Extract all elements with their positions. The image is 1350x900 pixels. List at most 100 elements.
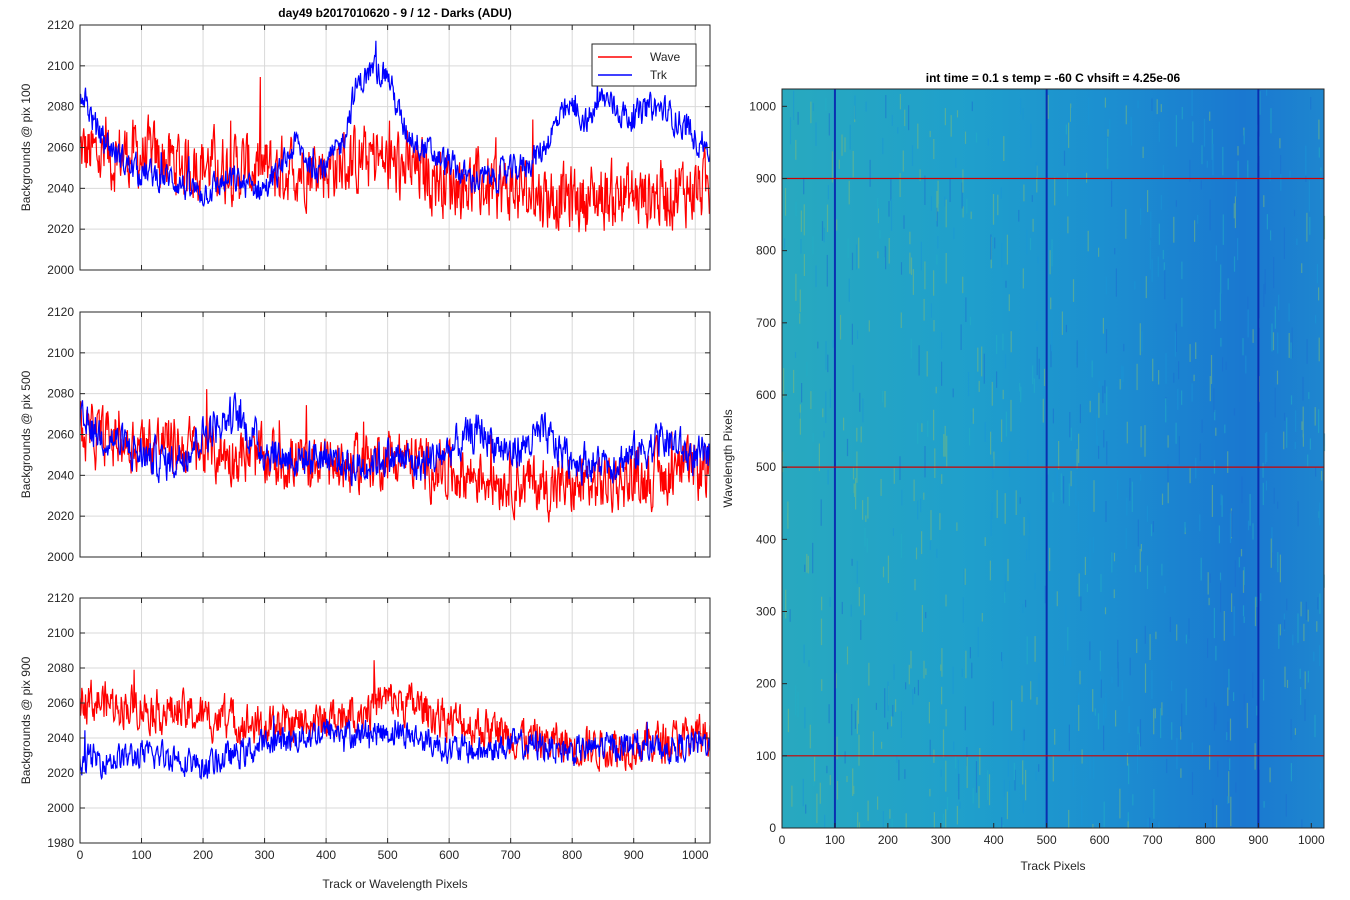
- heatmap-streak: [1103, 704, 1105, 735]
- heatmap-streak: [945, 809, 947, 828]
- heatmap-streak: [1195, 342, 1197, 359]
- heatmap-streak: [1252, 329, 1254, 343]
- heatmap-streak: [822, 408, 824, 418]
- heatmap-streak: [829, 388, 831, 408]
- heatmap-streak: [961, 668, 963, 677]
- heatmap-streak: [1227, 721, 1229, 742]
- heatmap-streak: [1280, 174, 1282, 191]
- x-tick-label: 0: [77, 848, 84, 862]
- heatmap-streak: [802, 778, 804, 807]
- heatmap-streak: [1023, 184, 1025, 202]
- y-axis-label: Backgrounds @ pix 500: [19, 370, 33, 498]
- heatmap-streak: [1097, 713, 1100, 730]
- heatmap-streak: [785, 589, 787, 619]
- y-tick-label: 2040: [47, 181, 74, 195]
- heatmap-streak: [1271, 527, 1273, 553]
- heatmap-streak: [800, 239, 802, 254]
- heatmap-streak: [1033, 378, 1035, 393]
- heatmap-streak: [1098, 392, 1100, 418]
- x-tick-label: 200: [878, 833, 898, 847]
- heatmap-streak: [887, 555, 889, 583]
- heatmap-streak: [820, 618, 823, 646]
- heatmap-streak: [1299, 668, 1301, 679]
- heatmap-streak: [823, 227, 825, 243]
- heatmap-streak: [1302, 406, 1304, 438]
- heatmap-streak: [1105, 692, 1107, 719]
- heatmap-streak: [877, 197, 879, 223]
- series-line-trk: [80, 715, 710, 781]
- heatmap-streak: [1097, 435, 1099, 446]
- heatmap-streak: [945, 253, 947, 284]
- heatmap-streak: [884, 245, 886, 258]
- heatmap-streak: [1280, 155, 1282, 176]
- heatmap-streak: [879, 230, 881, 239]
- heatmap-streak: [851, 323, 853, 345]
- heatmap-streak: [866, 538, 868, 553]
- heatmap-streak: [1304, 699, 1306, 721]
- heatmap-streak: [1084, 556, 1086, 575]
- heatmap-streak: [1177, 388, 1179, 410]
- heatmap-streak: [1139, 719, 1142, 747]
- heatmap-streak: [804, 707, 806, 729]
- heatmap-streak: [844, 137, 846, 153]
- heatmap-streak: [1307, 670, 1309, 683]
- heatmap-streak: [1080, 596, 1082, 612]
- heatmap-streak: [949, 178, 951, 202]
- legend-label-trk: Trk: [650, 68, 668, 82]
- heatmap-streak: [1272, 332, 1275, 351]
- heatmap-streak: [996, 335, 998, 354]
- heatmap-streak: [930, 196, 932, 211]
- heatmap-streak: [829, 775, 831, 786]
- heatmap-streak: [1000, 187, 1002, 199]
- heatmap-streak: [1027, 449, 1029, 470]
- heatmap-streak: [1259, 91, 1261, 115]
- heatmap-streak: [917, 123, 919, 149]
- heatmap-streak: [1109, 119, 1111, 133]
- axes-frame: [781, 88, 1325, 829]
- heatmap-streak: [1096, 414, 1098, 445]
- heatmap-streak: [1200, 557, 1202, 581]
- heatmap-streak: [1270, 538, 1272, 568]
- heatmap-streak: [853, 785, 855, 794]
- heatmap-streak: [858, 237, 860, 269]
- y-tick-label: 2000: [47, 263, 74, 277]
- heatmap-streak: [962, 169, 964, 193]
- heatmap-streak: [933, 270, 935, 296]
- heatmap-streak: [921, 423, 923, 432]
- heatmap-streak: [1022, 108, 1024, 120]
- heatmap-streak: [1199, 514, 1201, 532]
- x-tick-label: 600: [439, 848, 459, 862]
- heatmap-streak: [1160, 195, 1162, 210]
- heatmap-streak: [1307, 454, 1309, 468]
- heatmap-streak: [1184, 522, 1186, 533]
- heatmap-streak: [856, 427, 858, 442]
- heatmap-streak: [1279, 554, 1281, 583]
- heatmap-streak: [844, 751, 846, 764]
- heatmap-streak: [846, 438, 849, 457]
- heatmap-streak: [819, 782, 821, 804]
- heatmap-streak: [1154, 708, 1156, 719]
- heatmap-streak: [1296, 238, 1298, 245]
- heatmap-streak: [803, 254, 805, 276]
- heatmap-streak: [919, 169, 921, 181]
- heatmap-streak: [1150, 211, 1152, 238]
- heatmap-streak: [1151, 670, 1153, 700]
- heatmap-streak: [945, 760, 947, 792]
- heatmap-streak: [1279, 624, 1281, 636]
- heatmap-streak: [1191, 772, 1194, 795]
- heatmap-streak: [783, 368, 785, 398]
- heatmap-streak: [950, 115, 952, 137]
- y-tick-label: 2060: [47, 696, 74, 710]
- heatmap-streak: [1178, 436, 1180, 465]
- heatmap-streak: [1163, 262, 1165, 271]
- x-tick-label: 300: [255, 848, 275, 862]
- y-tick-label: 2100: [47, 346, 74, 360]
- heatmap-streak: [959, 801, 961, 809]
- heatmap-streak: [990, 431, 992, 455]
- heatmap-streak: [1264, 269, 1266, 291]
- heatmap-streak: [962, 597, 964, 623]
- heatmap-streak: [1165, 398, 1167, 423]
- heatmap-streak: [942, 729, 945, 758]
- heatmap-streak: [852, 768, 854, 796]
- heatmap-streak: [1051, 330, 1053, 352]
